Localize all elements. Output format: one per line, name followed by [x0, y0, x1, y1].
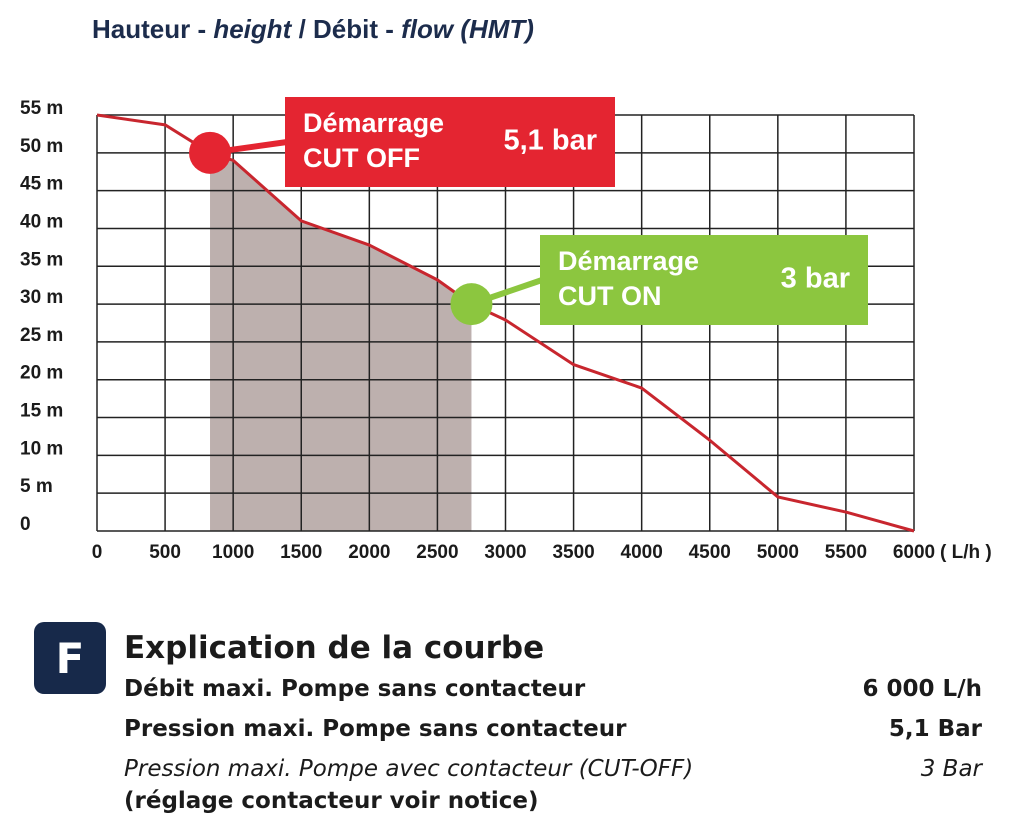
row: Pression maxi. Pompe sans contacteur 5,1 …: [124, 716, 982, 742]
x-tick-label: 5500: [825, 542, 867, 563]
x-tick-label: 3000: [484, 542, 526, 563]
x-tick-label: 2500: [416, 542, 458, 563]
annotation-marker: [450, 283, 493, 326]
x-tick-label: 4000: [621, 542, 663, 563]
x-tick-label: 4500: [689, 542, 731, 563]
annotation-box: [540, 235, 868, 325]
row-label: Pression maxi. Pompe avec contacteur (CU…: [124, 756, 694, 782]
x-tick-label: 1000: [212, 542, 254, 563]
x-tick-label: 6000: [893, 542, 935, 563]
x-tick-label: 3500: [552, 542, 594, 563]
y-tick-label: 0: [20, 514, 31, 535]
title-part: / Débit -: [291, 14, 401, 44]
chart: Hauteur - height / Débit - flow (HMT) ( …: [20, 14, 992, 563]
y-tick-label: 40 m: [20, 211, 63, 232]
annotation-text: Démarrage: [558, 246, 699, 276]
title-part: Hauteur -: [92, 14, 213, 44]
row-label: Pression maxi. Pompe sans contacteur: [124, 716, 627, 742]
y-tick-label: 55 m: [20, 98, 63, 119]
note: (réglage contacteur voir notice): [124, 788, 982, 814]
annotation-text: Démarrage: [303, 108, 444, 138]
y-tick-label: 35 m: [20, 249, 63, 270]
annotation-value: 5,1 bar: [504, 125, 598, 157]
x-tick-label: 0: [92, 542, 103, 563]
title-part: flow (HMT): [401, 14, 534, 44]
y-tick-label: 15 m: [20, 401, 63, 422]
y-tick-label: 20 m: [20, 363, 63, 384]
row-value: 6 000 L/h: [862, 676, 982, 702]
annotation-value: 3 bar: [781, 263, 850, 295]
row-value: 5,1 Bar: [888, 716, 982, 742]
y-tick-label: 50 m: [20, 136, 63, 157]
annotation-text: CUT ON: [558, 281, 662, 311]
row-label: Débit maxi. Pompe sans contacteur: [124, 676, 586, 702]
note-text: (réglage contacteur voir notice): [124, 788, 539, 814]
y-tick-label: 10 m: [20, 438, 63, 459]
row: Pression maxi. Pompe avec contacteur (CU…: [124, 756, 982, 782]
y-tick-label: 30 m: [20, 287, 63, 308]
x-tick-label: 5000: [757, 542, 799, 563]
x-tick-label: 1500: [280, 542, 322, 563]
x-tick-label: 2000: [348, 542, 390, 563]
x-unit: ( L/h ): [940, 542, 992, 563]
badge: F: [34, 622, 106, 694]
y-tick-label: 25 m: [20, 325, 63, 346]
row-value: 3 Bar: [920, 756, 982, 782]
annotation-text: CUT OFF: [303, 143, 420, 173]
title-part: height: [213, 14, 292, 44]
x-tick-label: 500: [149, 542, 181, 563]
chart-title: Hauteur - height / Débit - flow (HMT): [92, 14, 534, 44]
heading: Explication de la courbe: [124, 630, 545, 666]
y-tick-label: 5 m: [20, 476, 53, 497]
y-tick-label: 45 m: [20, 174, 63, 195]
annotation-box: [285, 97, 615, 187]
row: Débit maxi. Pompe sans contacteur 6 000 L…: [124, 676, 982, 702]
annotation-marker: [189, 131, 232, 174]
